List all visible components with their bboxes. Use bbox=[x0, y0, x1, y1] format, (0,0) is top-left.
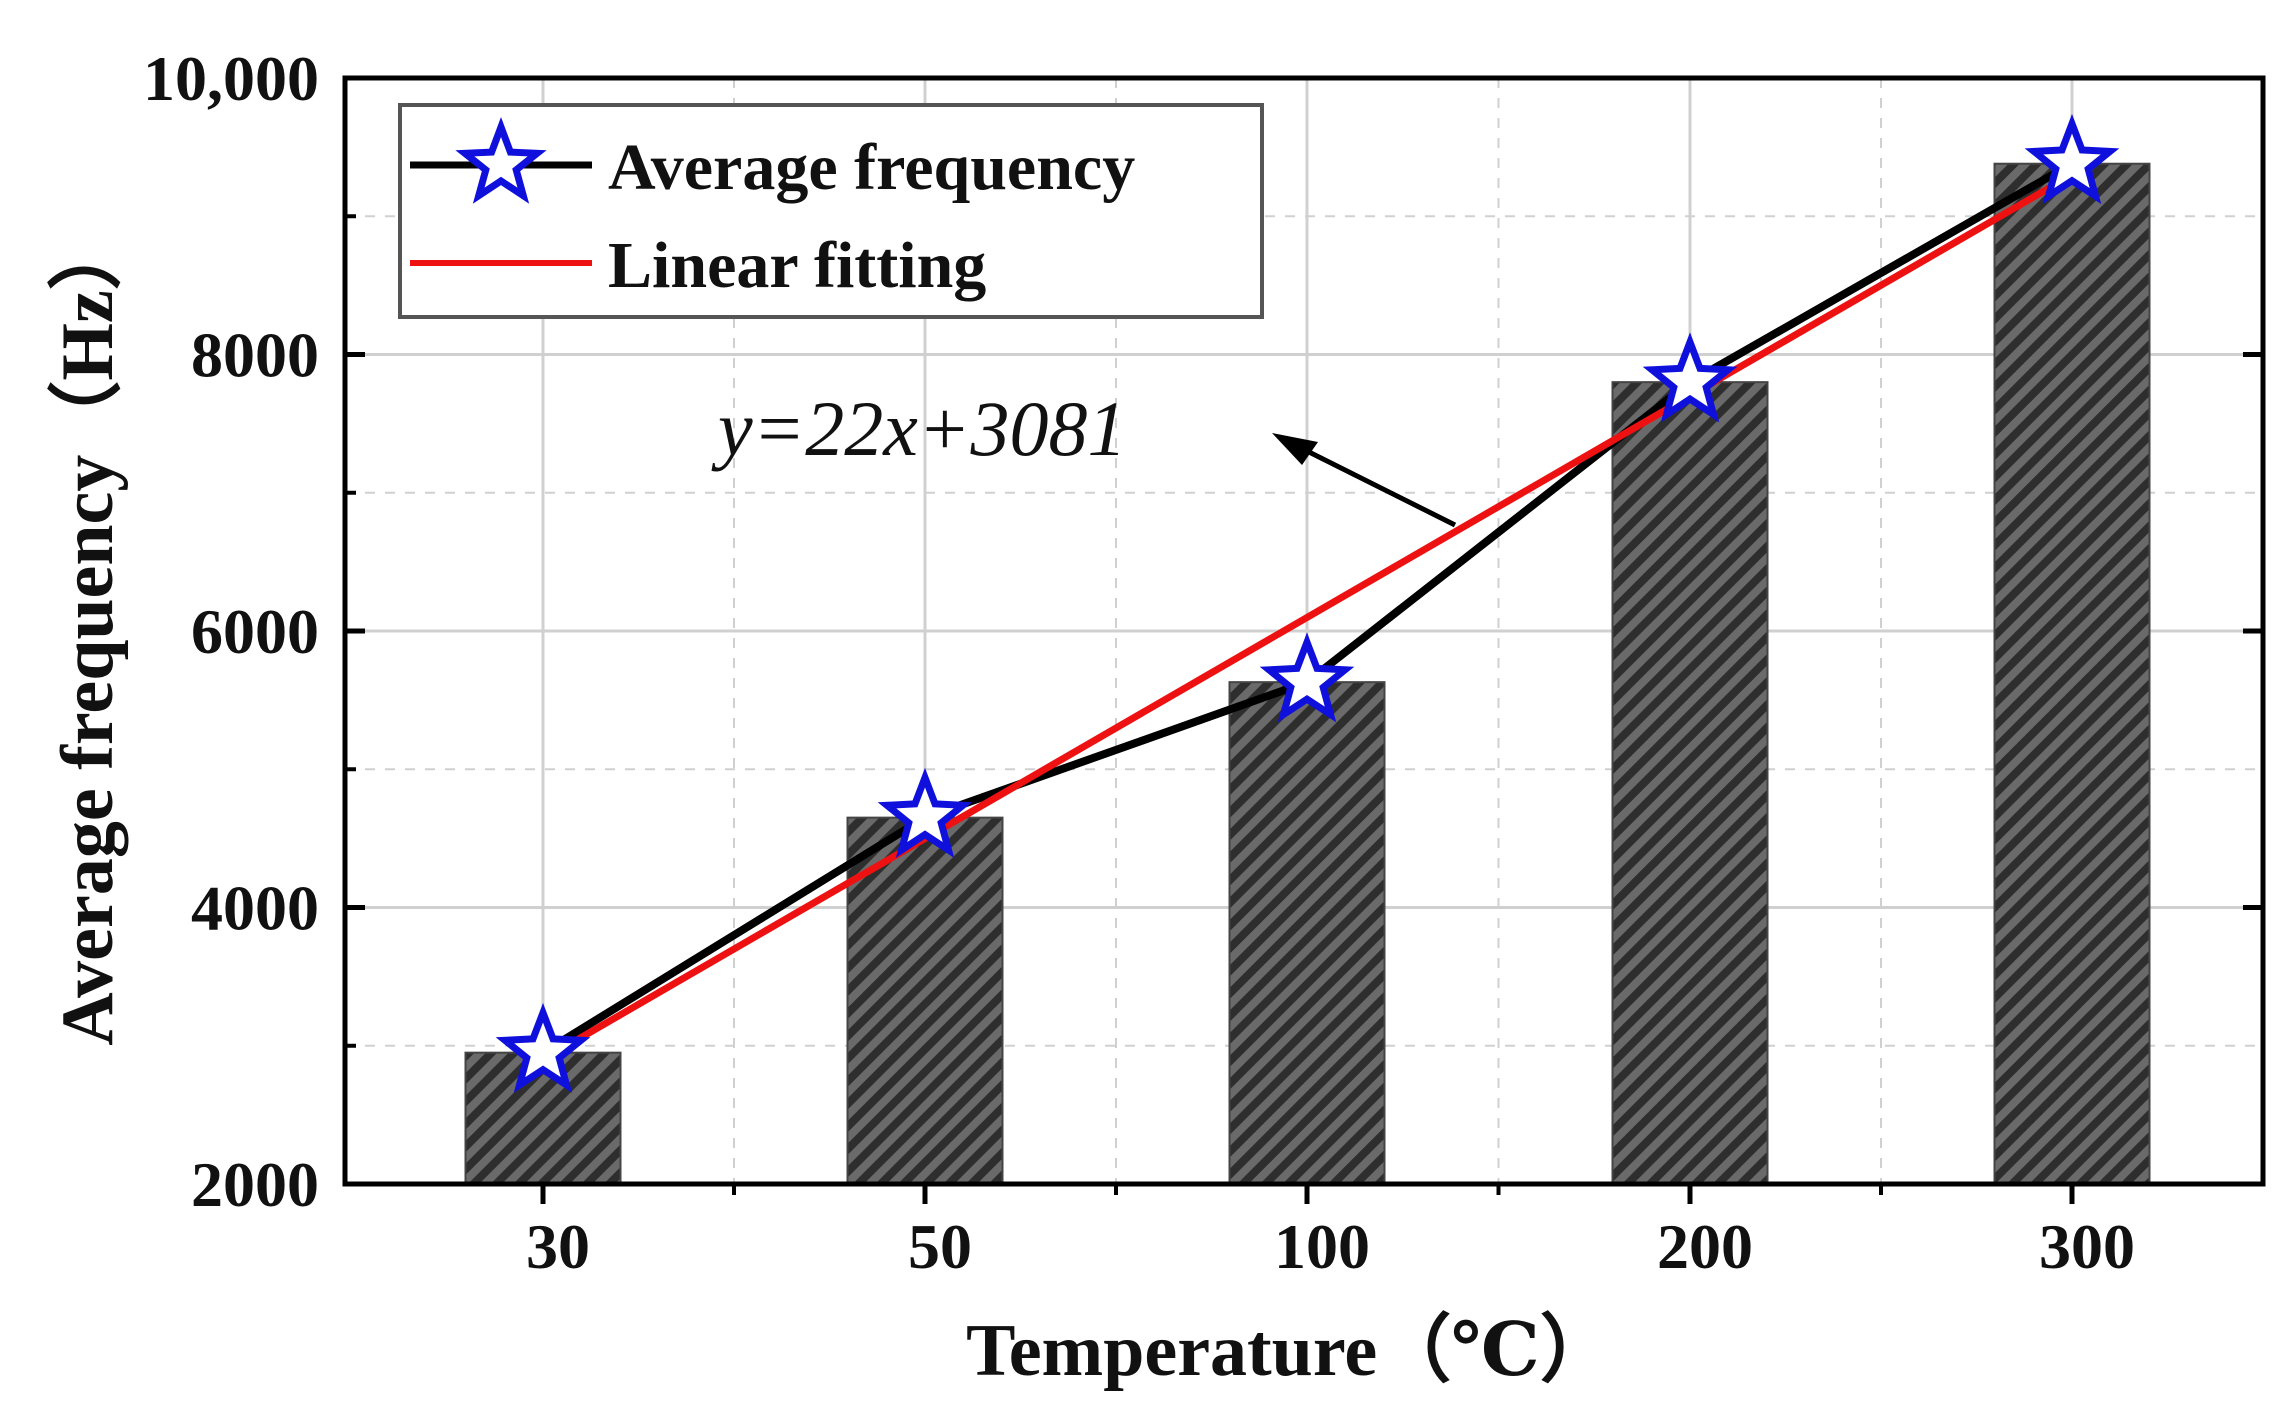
legend-label-linear-fitting: Linear fitting bbox=[608, 229, 986, 302]
x-tick-label-30: 30 bbox=[526, 1211, 590, 1282]
bar-100 bbox=[1228, 681, 1386, 1186]
x-tick-label-100: 100 bbox=[1274, 1211, 1370, 1282]
legend-label-average-frequency: Average frequency bbox=[608, 131, 1135, 204]
bars bbox=[464, 162, 2151, 1186]
series-lines bbox=[495, 113, 2120, 1093]
star-marker-300 bbox=[2024, 113, 2120, 205]
y-tick-label: 4000 bbox=[191, 873, 319, 944]
y-axis-title: Average frequency（Hz） bbox=[47, 216, 129, 1046]
annotation-arrow bbox=[1272, 433, 1457, 528]
legend-star-icon bbox=[455, 117, 547, 204]
star-marker-200 bbox=[1642, 332, 1738, 423]
bar-300 bbox=[1993, 162, 2151, 1185]
star-marker-100 bbox=[1259, 632, 1355, 723]
bar-200 bbox=[1611, 381, 1769, 1185]
y-tick-label: 10,000 bbox=[143, 43, 319, 114]
x-axis-title: Temperature（℃） bbox=[966, 1310, 1614, 1392]
x-tick-label-50: 50 bbox=[908, 1211, 972, 1282]
axis-ticks: 2000 4000 6000 8000 10,000 30 50 100 200 300 bbox=[143, 43, 2263, 1282]
y-tick-label: 8000 bbox=[191, 320, 319, 391]
star-marker-30 bbox=[495, 1002, 591, 1093]
legend: Average frequency Linear fitting bbox=[398, 103, 1264, 319]
x-tick-label-200: 200 bbox=[1657, 1211, 1753, 1282]
equation-annotation: y=22x+3081 bbox=[711, 385, 1127, 472]
y-tick-label: 2000 bbox=[191, 1149, 319, 1220]
linear-fitting-line bbox=[541, 171, 2074, 1063]
y-tick-label: 6000 bbox=[191, 596, 319, 667]
legend-box bbox=[398, 103, 1264, 319]
x-tick-label-300: 300 bbox=[2039, 1211, 2135, 1282]
star-marker-50 bbox=[877, 767, 973, 858]
bar-30 bbox=[464, 1051, 622, 1185]
bar-50 bbox=[846, 816, 1004, 1185]
